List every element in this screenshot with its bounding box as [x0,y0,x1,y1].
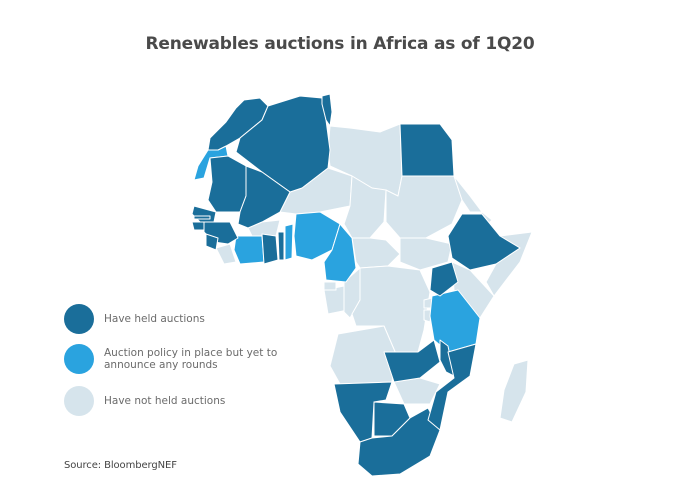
region-namibia [333,381,393,443]
region-nigeria-cameroon-region [293,211,341,261]
region-south-sudan [399,237,453,271]
region-madagascar [499,359,529,423]
region-togo [277,231,285,261]
region-liberia [215,243,237,265]
region-zambia [383,339,441,383]
legend-item-policy: Auction policy in place but yet to annou… [64,344,314,374]
region-ghana [261,233,279,265]
region-tunisia [321,93,333,127]
region-mauritania [207,155,247,213]
source-note: Source: BloombergNEF [64,460,177,471]
region-central-african-republic [351,237,401,269]
region-cameroon [323,223,357,283]
legend-swatch-policy [64,344,94,374]
region-zimbabwe [393,377,441,405]
region-cote-d-ivoire [233,235,265,265]
region-morocco [207,97,269,151]
legend-swatch-held [64,304,94,334]
legend-item-none: Have not held auctions [64,386,314,416]
region-eritrea [453,175,483,213]
legend-label-none: Have not held auctions [104,394,226,407]
legend-swatch-none [64,386,94,416]
region-mozambique [427,343,477,431]
region-south-africa [357,407,441,477]
region-malawi [439,339,455,377]
region-sierra-leone [205,233,219,251]
region-equatorial-guinea [323,281,337,291]
legend-label-policy: Auction policy in place but yet to annou… [104,346,278,371]
region-gambia [193,215,211,220]
legend-label-held: Have held auctions [104,312,205,325]
legend-item-held: Have held auctions [64,304,314,334]
region-egypt [399,123,455,177]
region-benin [284,223,294,261]
region-guinea-bissau [191,221,205,231]
region-senegal [191,205,217,223]
region-mali [237,165,291,229]
chart-title: Renewables auctions in Africa as of 1Q20 [145,34,535,54]
region-ethiopia [447,213,521,271]
region-uganda [429,261,459,297]
